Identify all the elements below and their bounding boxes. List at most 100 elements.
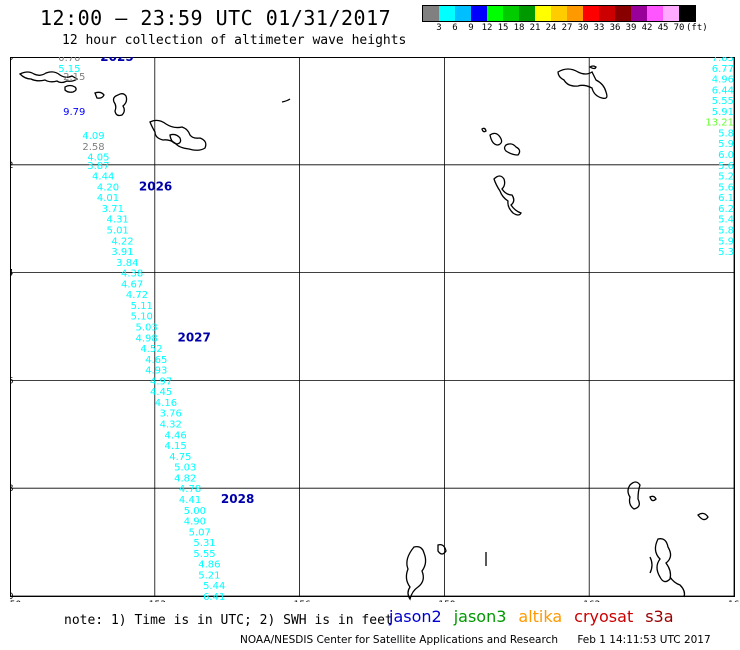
legend-swatch [567,6,583,21]
edge-swh-value: 5.8 [718,225,734,236]
edge-swh-value: 6.2 [718,204,734,215]
coastline-island-d [149,119,207,151]
edge-swh-value: 13.21 [705,118,734,129]
legend-swatch [599,6,615,21]
swh-value: 4.45 [150,387,172,398]
coastline-islet-a [281,98,291,103]
edge-swh-value: 5.9 [718,236,734,247]
swh-value: 9.79 [63,107,85,118]
wave-height-map[interactable]: 101214161820150153156159162165 202520262… [10,57,740,602]
satellite-s3a: s3a [645,607,674,626]
color-legend: 3 6 9 12 15 18 21 24 27 30 33 36 39 42 45 70 (ft) [422,5,708,33]
legend-label: 18 [513,23,525,33]
lon-tick-label: 150 [10,600,21,602]
legend-swatch [663,6,679,21]
legend-swatch [535,6,551,21]
swh-value: 4.93 [145,366,167,377]
swh-value: 2.58 [82,142,104,153]
edge-swh-value: 4.96 [712,75,734,86]
satellite-cryosat: cryosat [574,607,634,626]
coastline-southeast-a [627,481,641,510]
track-label: 2026 [139,179,172,193]
edge-swh-value: 6.0 [718,150,734,161]
legend-label: 9 [468,23,474,33]
map-frame [10,57,735,597]
legend-label: 27 [561,23,573,33]
lon-tick-label: 165 [728,600,740,602]
legend-label: 33 [593,23,605,33]
legend-label: 70 [673,23,685,33]
swh-value: 4.82 [174,473,196,484]
page-title: 12:00 — 23:59 UTC 01/31/2017 [40,6,392,30]
edge-swh-value: 5.9 [718,139,734,150]
satellite-legend: jason2 jason3 altika cryosat s3a [389,607,686,626]
swh-value: 3.71 [102,204,124,215]
lon-tick-label: 162 [583,600,600,602]
swh-value: 4.22 [111,236,133,247]
legend-label: 39 [625,23,637,33]
lat-tick-label: 14 [10,269,14,279]
legend-label: 24 [545,23,557,33]
swh-value: 4.72 [126,290,148,301]
legend-label: 30 [577,23,589,33]
swh-value: 5.11 [131,301,153,312]
swh-value: 2.15 [63,72,85,83]
swh-value: 5.21 [198,570,220,581]
lat-tick-label: 10 [10,57,14,63]
track-label: 2028 [221,492,254,506]
edge-swh-value: 5.55 [712,96,734,107]
edge-swh-value: 5.6 [718,161,734,172]
edge-swh-value: 5.91 [712,107,734,118]
credit-org: NOAA/NESDIS Center for Satellite Applica… [240,634,558,646]
legend-swatch [679,6,695,21]
map-grid: 10 12 14 16 18 20150 153 156 159 162 165 [10,57,740,602]
swh-value: 4.90 [184,517,206,528]
legend-label: 3 [436,23,442,33]
legend-swatch [503,6,519,21]
edge-swh-value: 6.44 [712,85,734,96]
edge-swh-value: 5.2 [718,172,734,183]
coastline-southwest-a [405,545,427,601]
swh-value: 4.01 [97,193,119,204]
altimeter-track: 0.705.152.15 9.79 4.092.584.053.874.444.20… [58,57,225,602]
edge-swh-value: 6.1 [718,193,734,204]
swh-value: 3.84 [116,258,138,269]
legend-swatch [487,6,503,21]
swh-value: 5.00 [184,506,206,517]
legend-label: 42 [641,23,653,33]
edge-swh-value: 5.6 [718,182,734,193]
edge-swh-value: 7.83 [712,57,734,64]
edge-swh-value: 5.3 [718,247,734,258]
swh-value: 4.98 [135,333,157,344]
legend-label: 15 [497,23,509,33]
swh-value: 4.65 [145,355,167,366]
track-label: 2027 [177,330,210,344]
coastline-southwest-d [649,556,653,574]
swh-value: 4.97 [150,376,172,387]
swh-value: 5.07 [189,527,211,538]
satellite-jason3: jason3 [453,607,507,626]
swh-value: 4.38 [121,269,143,280]
legend-swatches [422,5,696,22]
lat-tick-label: 20 [10,592,14,602]
coastline-southeast-d [654,538,672,583]
coastline-island-h [493,175,522,216]
swh-value: 5.03 [135,323,157,334]
swh-value: 4.75 [169,452,191,463]
satellite-altika: altika [518,607,563,626]
coastline-island-c [112,93,128,117]
swh-value: 4.46 [164,430,186,441]
swh-value: 5.44 [203,581,225,592]
coastlines [18,65,709,601]
swh-value: 4.09 [82,131,104,142]
coastline-islet-c [481,127,487,133]
legend-swatch [439,6,455,21]
lon-tick-label: 159 [438,600,455,602]
coastline-island-g [503,143,521,156]
swh-value: 5.10 [131,312,153,323]
legend-label: 36 [609,23,621,33]
swh-value: 4.20 [97,182,119,193]
swh-value: 4.05 [87,153,109,164]
legend-label: 12 [481,23,493,33]
legend-label: (ft) [686,23,708,33]
